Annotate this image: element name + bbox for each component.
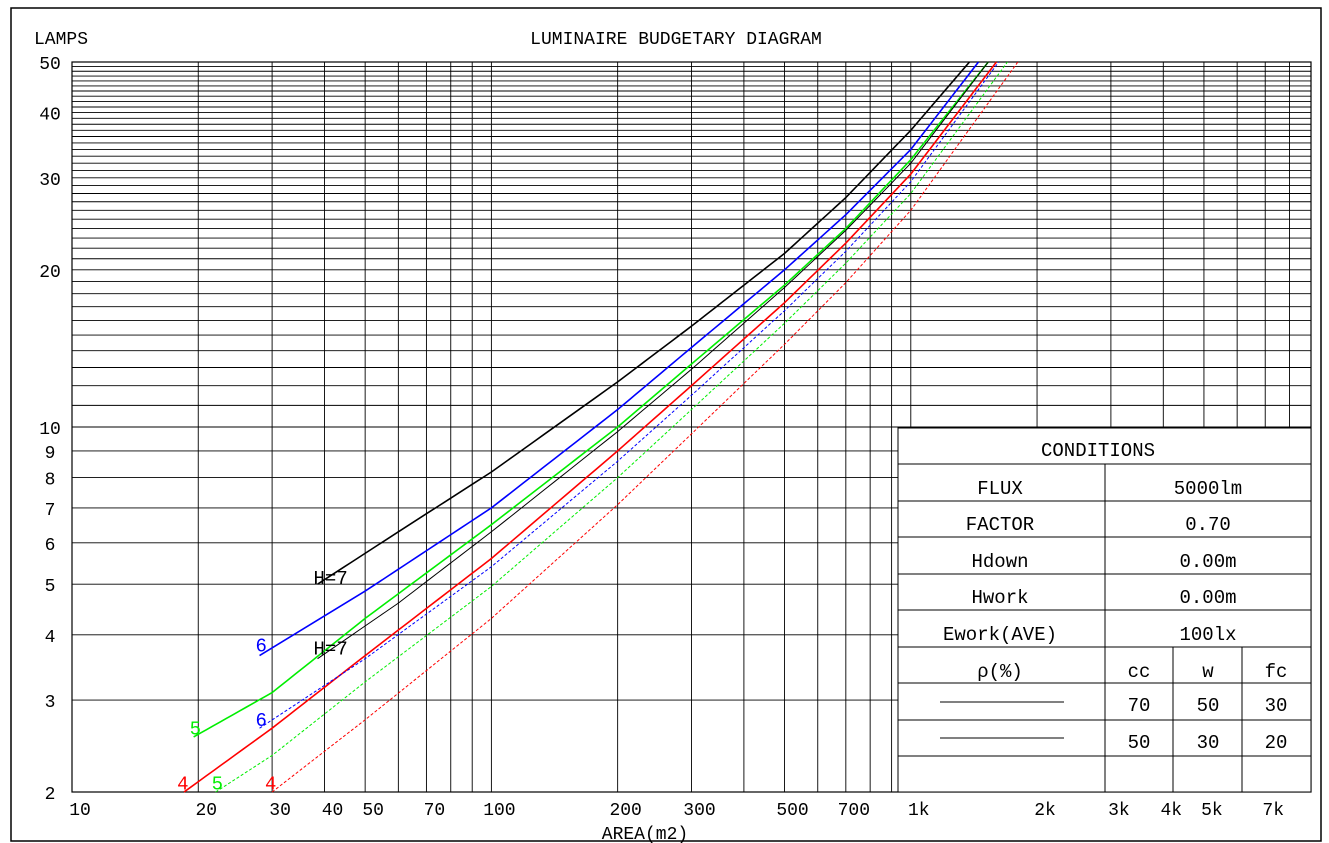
y-tick-label: 2 — [45, 785, 56, 805]
curve-label: 4 — [265, 774, 276, 796]
conditions-title: CONDITIONS — [1041, 440, 1155, 462]
rho-row1-w: 50 — [1197, 695, 1220, 717]
rho-label: ρ(%) — [977, 661, 1023, 683]
series-line-5 — [317, 61, 989, 660]
curve-label: 6 — [256, 635, 267, 657]
x-tick-label: 40 — [322, 801, 344, 821]
condition-value-hwork: 0.00m — [1179, 587, 1236, 609]
x-tick-label: 50 — [362, 801, 384, 821]
x-tick-label: 700 — [838, 801, 870, 821]
series-line-7 — [215, 61, 1008, 793]
x-tick-label: 10 — [69, 801, 91, 821]
rho-row1-fc: 30 — [1265, 695, 1288, 717]
rho-row2-fc: 20 — [1265, 732, 1288, 754]
conditions-table: CONDITIONS FLUX 5000lm FACTOR 0.70 Hdown… — [897, 427, 1312, 793]
curve-label: 5 — [190, 718, 201, 740]
series-line-6 — [259, 61, 1000, 729]
series-line-3 — [193, 61, 989, 738]
series-line-4 — [183, 61, 998, 793]
x-tick-label: 30 — [269, 801, 291, 821]
condition-label-hwork: Hwork — [971, 587, 1028, 609]
chart-title: LUMINAIRE BUDGETARY DIAGRAM — [530, 30, 822, 50]
x-tick-label: 5k — [1201, 801, 1223, 821]
rho-row2-w: 30 — [1197, 732, 1220, 754]
y-tick-label: 8 — [45, 471, 56, 491]
y-axis-title: LAMPS — [34, 30, 88, 50]
x-tick-label: 2k — [1034, 801, 1056, 821]
x-tick-label: 200 — [609, 801, 641, 821]
series-line-1 — [317, 61, 971, 585]
y-tick-label: 9 — [45, 444, 56, 464]
y-tick-label: 10 — [39, 420, 61, 440]
y-tick-label: 30 — [39, 171, 61, 191]
y-tick-label: 20 — [39, 263, 61, 283]
curve-label: H=7 — [314, 638, 348, 660]
conditions-table-lines — [898, 463, 1311, 792]
axis-tick-labels: 10 20 30 40 50 70 100 200 300 500 700 1k 2k 3k 4k 5k 7k 2… — [39, 55, 1284, 821]
condition-value-ework: 100lx — [1179, 624, 1236, 646]
y-tick-label: 7 — [45, 501, 56, 521]
condition-value-factor: 0.70 — [1185, 514, 1231, 536]
condition-value-flux: 5000lm — [1174, 478, 1242, 500]
plot-border — [71, 61, 1312, 793]
y-tick-label: 5 — [45, 577, 56, 597]
rho-row2-cc: 50 — [1128, 732, 1151, 754]
curve-labels: H=7 H=7 6 6 5 5 4 4 — [177, 568, 348, 796]
y-tick-label: 6 — [45, 536, 56, 556]
condition-label-flux: FLUX — [977, 478, 1023, 500]
series-line-8 — [271, 61, 1019, 793]
y-tick-label: 40 — [39, 106, 61, 126]
y-tick-label: 3 — [45, 693, 56, 713]
condition-label-ework: Ework(AVE) — [943, 624, 1057, 646]
x-tick-label: 4k — [1160, 801, 1182, 821]
curve-label: 5 — [212, 774, 223, 796]
condition-value-hdown: 0.00m — [1179, 551, 1236, 573]
x-tick-label: 7k — [1262, 801, 1284, 821]
x-tick-label: 100 — [483, 801, 515, 821]
rho-header-cc: cc — [1128, 661, 1151, 683]
condition-label-hdown: Hdown — [971, 551, 1028, 573]
x-tick-label: 1k — [908, 801, 930, 821]
x-tick-label: 20 — [195, 801, 217, 821]
y-tick-label: 50 — [39, 55, 61, 75]
rho-header-fc: fc — [1265, 661, 1288, 683]
frame-border — [10, 7, 1322, 842]
curve-label: H=7 — [314, 568, 348, 590]
x-axis-title: AREA(m2) — [602, 825, 688, 843]
condition-label-factor: FACTOR — [966, 514, 1034, 536]
curve-label: 4 — [177, 774, 188, 796]
x-tick-label: 500 — [776, 801, 808, 821]
rho-header-w: w — [1202, 661, 1214, 683]
x-tick-label: 3k — [1108, 801, 1130, 821]
curve-label: 6 — [256, 710, 267, 732]
x-tick-label: 70 — [424, 801, 446, 821]
series-line-2 — [259, 61, 980, 657]
rho-row1-cc: 70 — [1128, 695, 1151, 717]
x-tick-label: 300 — [683, 801, 715, 821]
curves — [183, 61, 1019, 793]
y-tick-label: 4 — [45, 628, 56, 648]
